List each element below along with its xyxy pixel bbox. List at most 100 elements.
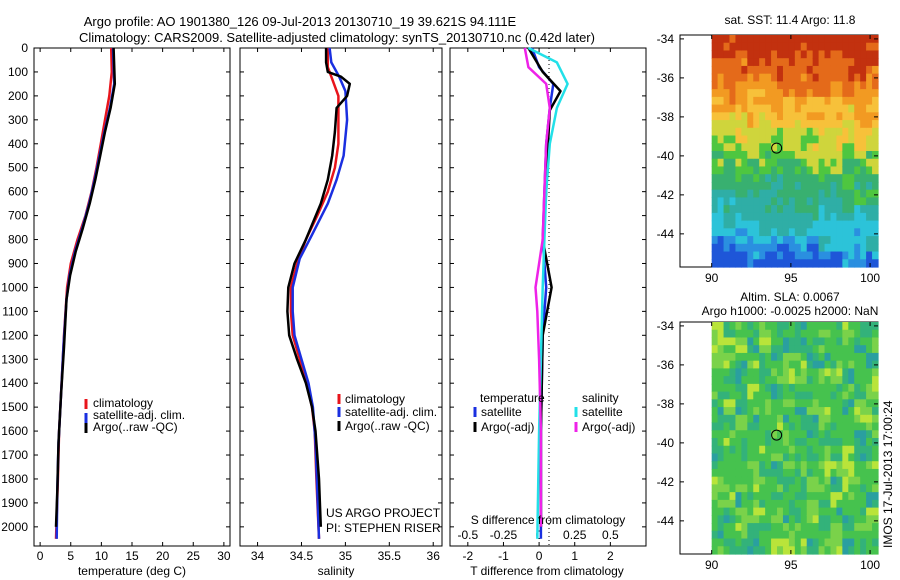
map-cell (765, 414, 772, 424)
map-cell (729, 228, 737, 237)
map-cell (717, 438, 725, 447)
map-cell (717, 546, 725, 555)
map-cell (747, 422, 754, 431)
map-cell (812, 73, 820, 82)
map-cell (800, 352, 808, 362)
map-cell (872, 414, 879, 424)
map-cell (735, 50, 742, 59)
map-cell (866, 205, 873, 214)
map-cell (872, 515, 879, 524)
map-cell (759, 461, 766, 470)
map-cell (812, 546, 820, 555)
map-cell (830, 89, 838, 98)
map-cell (759, 166, 766, 175)
map-cell (872, 158, 879, 168)
map-cell (830, 453, 838, 462)
map-cell (824, 166, 832, 175)
map-cell (860, 58, 867, 67)
map-cell (800, 499, 808, 509)
map-cell (800, 430, 808, 439)
map-cell (854, 530, 861, 540)
map-cell (836, 58, 843, 67)
map-cell (872, 120, 879, 129)
map-cell (747, 461, 754, 470)
map-cell (735, 58, 742, 67)
map-cell (806, 468, 814, 478)
map-cell (842, 166, 849, 175)
map-cell (800, 228, 808, 237)
map-cell (729, 181, 737, 191)
map-cell (824, 96, 832, 106)
map-cell (747, 197, 754, 206)
map-cell (777, 360, 784, 369)
map-cell (729, 492, 737, 501)
map-cell (872, 422, 879, 431)
map-cell (765, 345, 772, 354)
map-cell (806, 530, 814, 540)
map-cell (800, 461, 808, 470)
map-cell (848, 438, 855, 447)
map-cell (788, 181, 796, 191)
map-cell (794, 181, 802, 191)
map-cell (866, 352, 873, 362)
map-cell (723, 368, 731, 377)
map-cell (735, 73, 742, 82)
map-cell (759, 220, 766, 229)
map-cell (717, 181, 725, 191)
sst-map-panel: sat. SST: 11.4 Argo: 11.8 -34-36-38-40-4… (657, 13, 881, 285)
map-cell (836, 499, 843, 509)
map-cell (782, 530, 790, 540)
map-cell (848, 376, 855, 385)
map-cell (866, 96, 873, 106)
map-cell (723, 135, 731, 144)
timestamp-stamp: IMOS 17-Jul-2013 17:00:24 (881, 400, 895, 548)
map-cell (735, 127, 742, 137)
map-cell (872, 337, 879, 346)
map-cell (872, 461, 879, 470)
y-tick-label: -38 (657, 397, 675, 411)
map-cell (854, 35, 861, 44)
map-cell (717, 135, 725, 144)
map-cell (860, 499, 867, 509)
map-cell (777, 205, 784, 214)
map-cell (765, 337, 772, 346)
map-cell (735, 430, 742, 439)
map-cell (788, 120, 796, 129)
map-cell (735, 42, 742, 52)
map-cell (711, 35, 719, 44)
map-cell (860, 507, 867, 516)
map-cell (741, 181, 748, 191)
map-cell (842, 407, 849, 416)
map-cell (866, 212, 873, 222)
map-cell (723, 399, 731, 408)
map-cell (830, 345, 838, 354)
map-cell (741, 212, 748, 222)
map-cell (788, 174, 796, 183)
map-cell (735, 151, 742, 160)
map-cell (753, 438, 760, 447)
map-cell (711, 104, 719, 113)
map-cell (806, 251, 814, 260)
map-cell (759, 453, 766, 462)
temperature-xlabel: temperature (deg C) (78, 564, 186, 578)
y-tick-label: 1400 (1, 376, 28, 390)
map-cell (854, 383, 861, 393)
map-cell (711, 368, 719, 377)
map-cell (771, 422, 778, 431)
map-cell (753, 205, 760, 214)
map-cell (741, 42, 748, 52)
map-cell (854, 438, 861, 447)
map-cell (717, 73, 725, 82)
map-cell (747, 243, 754, 253)
map-cell (711, 322, 719, 331)
map-cell (842, 65, 849, 75)
map-cell (729, 515, 737, 524)
map-cell (717, 220, 725, 229)
map-cell (818, 538, 826, 547)
map-cell (753, 383, 760, 393)
map-cell (777, 499, 784, 509)
map-cell (836, 391, 843, 400)
x-tick-label: 100 (860, 271, 880, 285)
map-cell (782, 376, 790, 385)
map-cell (800, 50, 808, 59)
